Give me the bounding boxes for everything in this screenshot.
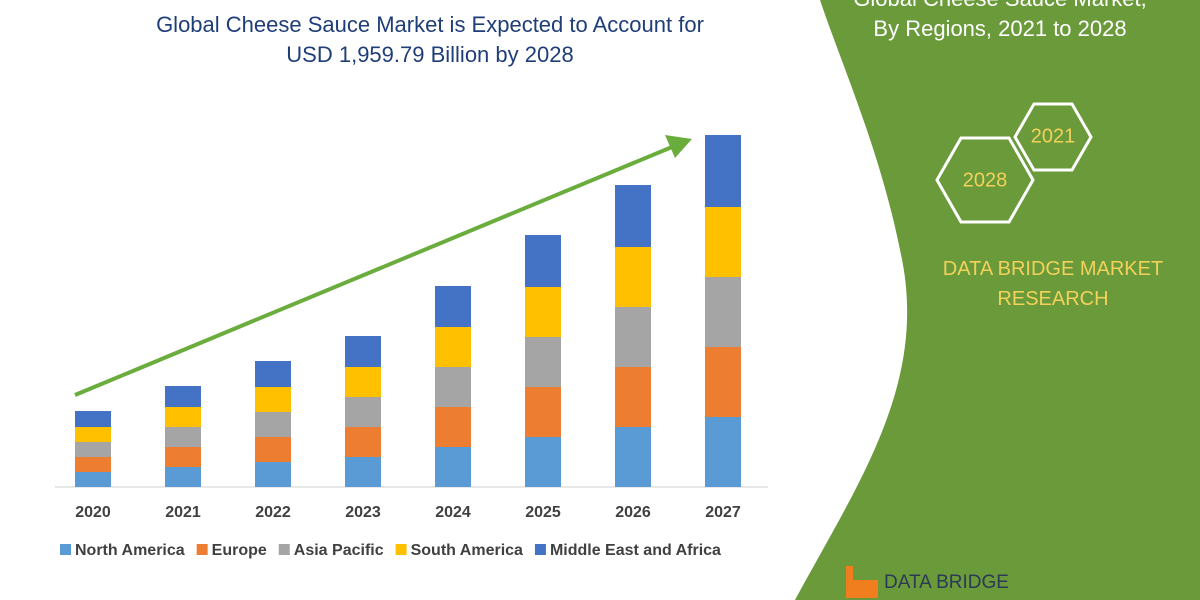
x-tick-label: 2027 bbox=[705, 504, 741, 521]
x-tick-label: 2023 bbox=[345, 504, 381, 521]
bar-segment bbox=[165, 467, 201, 487]
hexagon bbox=[935, 136, 1035, 224]
bar-segment bbox=[75, 457, 111, 472]
bar-segment bbox=[705, 347, 741, 417]
bar-segment bbox=[345, 367, 381, 397]
bar-segment bbox=[705, 135, 741, 207]
bar-segment bbox=[255, 412, 291, 437]
bar-segment bbox=[525, 287, 561, 337]
x-tick-label: 2024 bbox=[435, 504, 471, 521]
brand: DATA BRIDGE MARKET RESEARCH bbox=[942, 258, 1164, 310]
legend-label: Europe bbox=[212, 542, 267, 559]
bar-segment bbox=[435, 367, 471, 407]
bar-segment bbox=[525, 337, 561, 387]
legend-swatch bbox=[395, 544, 407, 555]
trend-arrow bbox=[74, 145, 673, 397]
bar-segment bbox=[255, 387, 291, 412]
bar-segment bbox=[435, 447, 471, 487]
x-tick-label: 2020 bbox=[75, 504, 111, 521]
bar-segment bbox=[75, 411, 111, 427]
hexagon bbox=[1013, 102, 1093, 172]
bar-segment bbox=[525, 235, 561, 287]
bar-segment bbox=[255, 462, 291, 487]
bar-segment bbox=[705, 207, 741, 277]
bar-segment bbox=[345, 427, 381, 457]
legend-swatch bbox=[534, 544, 546, 555]
x-tick-label: 2021 bbox=[165, 504, 201, 521]
panel-title: Global Cheese Sauce Market, By Regions, … bbox=[853, 0, 1147, 41]
bar-segment bbox=[705, 277, 741, 347]
bar-segment bbox=[615, 185, 651, 247]
bar-segment bbox=[345, 336, 381, 367]
hexagon-label: 2028 bbox=[963, 169, 1008, 191]
bar-segment bbox=[165, 447, 201, 467]
legend-swatch bbox=[278, 544, 290, 555]
bar-segment bbox=[435, 407, 471, 447]
legend-label: Asia Pacific bbox=[294, 542, 384, 559]
x-tick-label: 2022 bbox=[255, 504, 291, 521]
logo-text: DATA BRIDGE bbox=[884, 572, 1009, 593]
legend-swatch bbox=[60, 544, 71, 555]
logo-mark bbox=[846, 566, 878, 598]
bar-segment bbox=[165, 386, 201, 407]
trend-arrow-head bbox=[665, 135, 692, 158]
bar-segment bbox=[615, 427, 651, 487]
x-tick-label: 2026 bbox=[615, 504, 651, 521]
bar-segment bbox=[255, 361, 291, 387]
bar-segment bbox=[705, 417, 741, 487]
x-tick-label: 2025 bbox=[525, 504, 561, 521]
bar-segment bbox=[615, 307, 651, 367]
bar-segment bbox=[345, 397, 381, 427]
side-panel bbox=[795, 0, 1200, 600]
legend-swatch bbox=[196, 544, 208, 555]
hexagon-label: 2021 bbox=[1031, 125, 1076, 147]
legend-label: South America bbox=[411, 542, 523, 559]
bar-segment bbox=[435, 327, 471, 367]
bar-segment bbox=[75, 472, 111, 487]
bar-segment bbox=[615, 367, 651, 427]
bar-segment bbox=[525, 437, 561, 487]
bar-segment bbox=[435, 286, 471, 327]
bar-segment bbox=[345, 457, 381, 487]
bar-segment bbox=[255, 437, 291, 462]
bar-segment bbox=[525, 387, 561, 437]
legend-label: Middle East and Africa bbox=[550, 542, 721, 559]
legend-label: North America bbox=[75, 542, 185, 559]
bar-segment bbox=[75, 427, 111, 442]
bar-segment bbox=[75, 442, 111, 457]
chart-title: Global Cheese Sauce Market is Expected t… bbox=[156, 12, 704, 67]
bar-segment bbox=[615, 247, 651, 307]
bar-segment bbox=[165, 407, 201, 427]
bar-segment bbox=[165, 427, 201, 447]
